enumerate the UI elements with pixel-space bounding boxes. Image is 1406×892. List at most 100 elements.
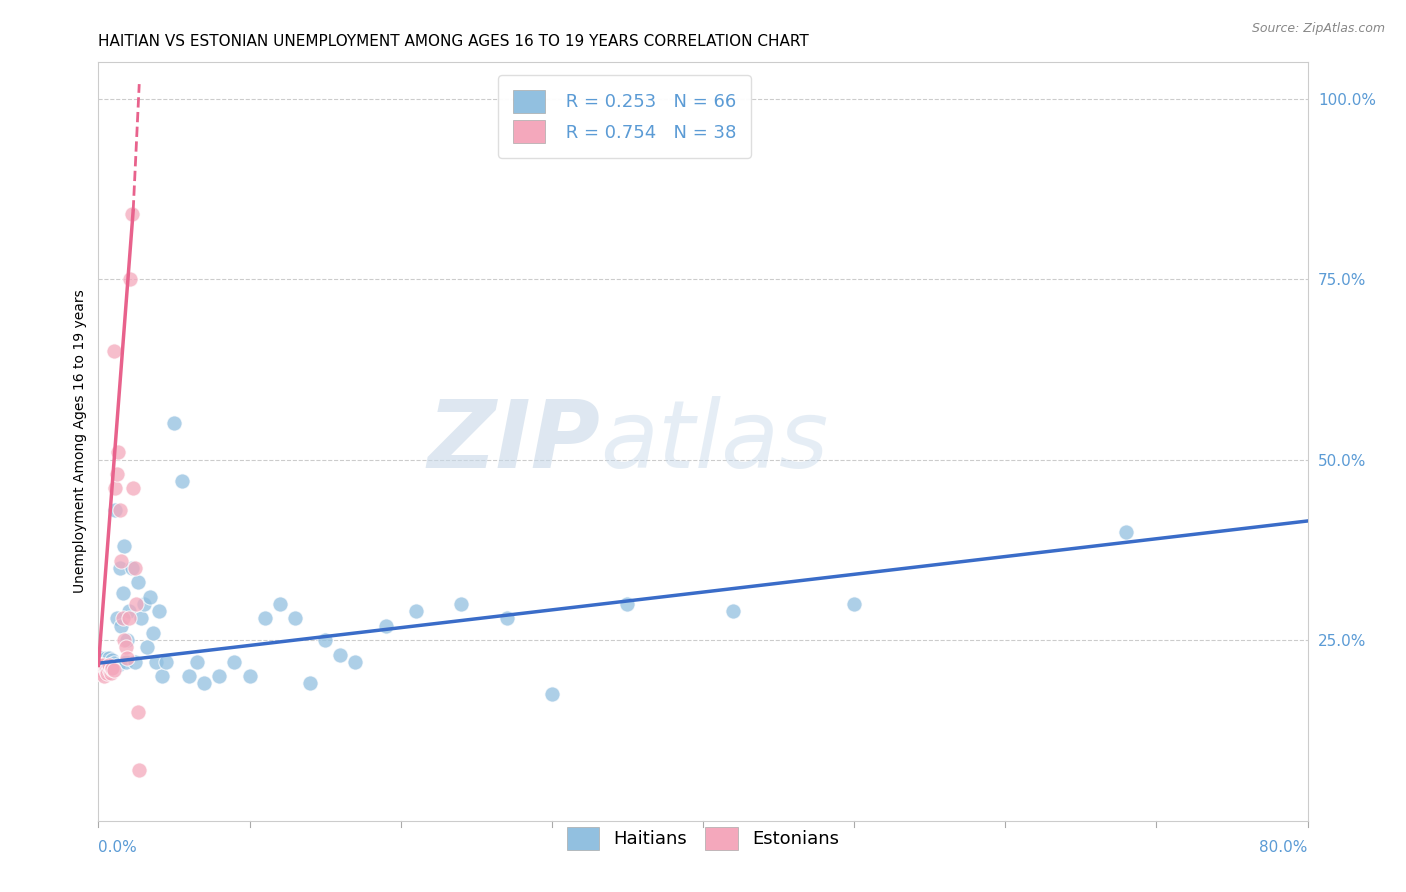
Point [107, 658, 129, 673]
Point [110, 618, 132, 632]
Point [98, 662, 121, 676]
Point [139, 590, 162, 604]
Point [91, 665, 114, 680]
Point [723, 604, 745, 618]
Point [314, 633, 336, 648]
Point [101, 662, 124, 676]
Point [96, 665, 118, 680]
Point [224, 655, 246, 669]
Point [120, 272, 142, 286]
Point [94, 657, 117, 671]
Point [148, 604, 170, 618]
Point [100, 664, 122, 678]
Point [114, 655, 136, 669]
Point [122, 482, 145, 496]
Point [284, 611, 307, 625]
Point [374, 618, 396, 632]
Point [118, 604, 141, 618]
Point [170, 475, 193, 489]
Legend: Haitians, Estonians: Haitians, Estonians [560, 820, 846, 857]
Point [142, 626, 165, 640]
Point [186, 655, 208, 669]
Point [405, 604, 427, 618]
Point [208, 669, 231, 683]
Point [90, 658, 112, 673]
Point [145, 655, 167, 669]
Point [150, 669, 173, 683]
Point [193, 676, 215, 690]
Point [844, 597, 866, 611]
Point [129, 611, 152, 625]
Text: atlas: atlas [600, 396, 828, 487]
Point [121, 207, 143, 221]
Point [103, 657, 125, 671]
Point [89, 655, 111, 669]
Point [127, 706, 149, 720]
Point [135, 640, 157, 655]
Point [96, 655, 118, 669]
Point [108, 503, 131, 517]
Text: HAITIAN VS ESTONIAN UNEMPLOYMENT AMONG AGES 16 TO 19 YEARS CORRELATION CHART: HAITIAN VS ESTONIAN UNEMPLOYMENT AMONG A… [98, 34, 810, 49]
Point [89, 665, 111, 680]
Point [101, 653, 124, 667]
Point [98, 658, 121, 673]
Point [111, 586, 134, 600]
Point [299, 676, 322, 690]
Point [107, 445, 129, 459]
Point [112, 539, 135, 553]
Point [98, 662, 121, 676]
Point [132, 597, 155, 611]
Point [127, 575, 149, 590]
Point [91, 662, 114, 676]
Point [104, 503, 127, 517]
Point [100, 665, 122, 680]
Text: 0.0%: 0.0% [98, 839, 138, 855]
Point [239, 669, 262, 683]
Point [93, 669, 115, 683]
Point [540, 687, 562, 701]
Point [98, 651, 121, 665]
Text: 80.0%: 80.0% [1260, 839, 1308, 855]
Point [121, 561, 143, 575]
Point [108, 561, 131, 575]
Point [94, 651, 117, 665]
Point [253, 611, 276, 625]
Point [105, 611, 128, 625]
Point [118, 611, 141, 625]
Point [115, 651, 138, 665]
Point [93, 662, 115, 676]
Point [101, 660, 124, 674]
Point [93, 655, 115, 669]
Point [495, 611, 517, 625]
Point [110, 554, 132, 568]
Point [96, 662, 118, 676]
Point [104, 482, 127, 496]
Point [124, 561, 146, 575]
Point [101, 658, 124, 673]
Point [105, 467, 128, 481]
Point [179, 669, 201, 683]
Point [103, 660, 125, 674]
Text: Source: ZipAtlas.com: Source: ZipAtlas.com [1251, 22, 1385, 36]
Point [103, 664, 125, 678]
Point [100, 658, 122, 673]
Point [112, 633, 135, 648]
Point [89, 658, 111, 673]
Point [90, 664, 112, 678]
Point [128, 763, 150, 777]
Point [114, 640, 136, 655]
Point [90, 651, 112, 665]
Y-axis label: Unemployment Among Ages 16 to 19 years: Unemployment Among Ages 16 to 19 years [73, 290, 87, 593]
Point [90, 662, 112, 676]
Point [100, 664, 122, 678]
Text: ZIP: ZIP [427, 395, 600, 488]
Point [1115, 524, 1137, 539]
Point [89, 662, 111, 676]
Point [344, 655, 367, 669]
Point [155, 655, 177, 669]
Point [329, 648, 352, 662]
Point [91, 658, 114, 673]
Point [163, 417, 186, 431]
Point [124, 655, 146, 669]
Point [93, 665, 115, 680]
